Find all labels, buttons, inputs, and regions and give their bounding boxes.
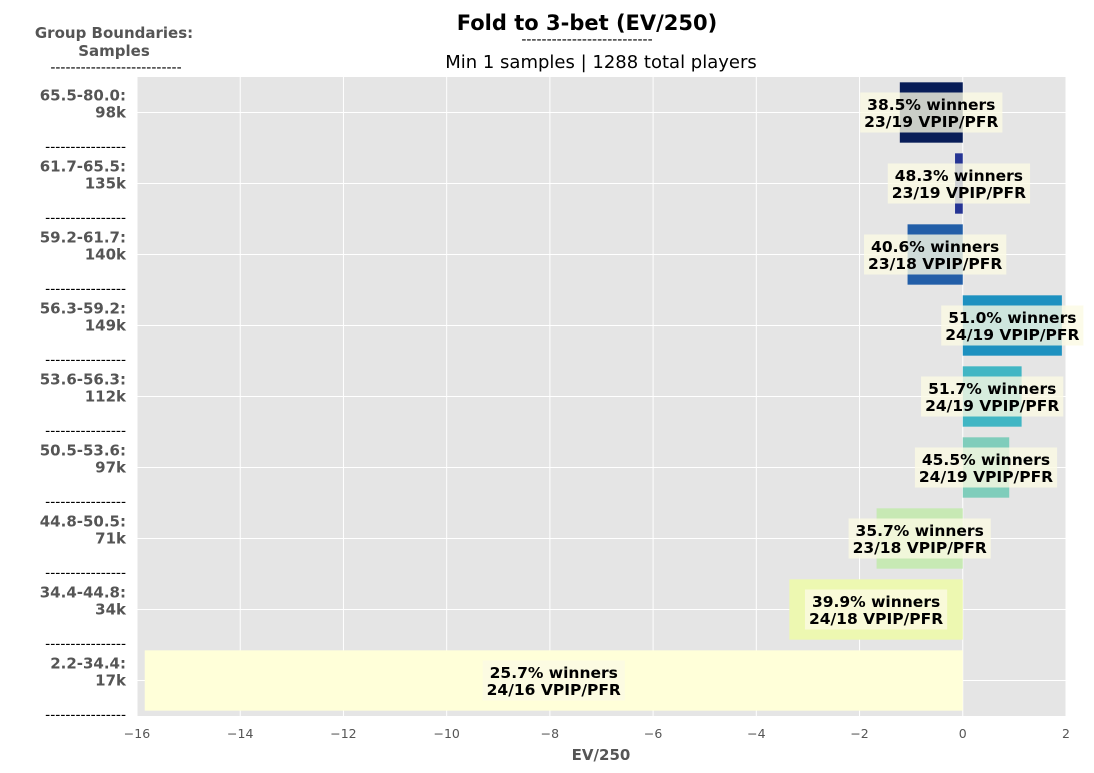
group-boundary-label: 34.4-44.8:	[40, 584, 126, 602]
group-separator: ----------------	[45, 495, 126, 511]
group-samples-label: 98k	[95, 104, 127, 122]
bar-label-winners: 45.5% winners	[922, 451, 1050, 469]
bar-label-winners: 40.6% winners	[871, 238, 999, 256]
bar-label-box	[887, 163, 1031, 204]
x-tick-label: −6	[644, 726, 662, 741]
bar-label-box	[804, 589, 948, 630]
title-underline: --------------------------	[521, 32, 652, 48]
bar-label-box	[864, 234, 1007, 275]
x-axis-label: EV/250	[572, 746, 631, 764]
x-tick-label: −14	[227, 726, 253, 741]
group-separator: ----------------	[45, 566, 126, 582]
bar-label-winners: 51.7% winners	[928, 380, 1056, 398]
bar-label-box	[848, 518, 991, 559]
bar-label-vpip-pfr: 24/19 VPIP/PFR	[919, 468, 1053, 486]
group-samples-label: 34k	[95, 601, 127, 619]
group-boundary-label: 61.7-65.5:	[40, 158, 126, 176]
bar-label-box	[482, 660, 625, 701]
side-header-line-1: Group Boundaries:	[35, 24, 193, 42]
group-boundary-label: 44.8-50.5:	[40, 513, 126, 531]
group-samples-label: 149k	[85, 317, 127, 335]
group-samples-label: 97k	[95, 459, 127, 477]
bar-label-box	[860, 92, 1003, 133]
x-tick-label: −8	[541, 726, 559, 741]
bar-label-box	[941, 305, 1084, 346]
group-separator: ----------------	[45, 424, 126, 440]
side-header-line-2: Samples	[78, 42, 150, 60]
group-samples-label: 17k	[95, 672, 127, 690]
side-header-line-3: --------------------------	[50, 60, 181, 76]
bar-label-vpip-pfr: 23/19 VPIP/PFR	[864, 113, 998, 131]
bar-label-winners: 35.7% winners	[856, 522, 984, 540]
group-separator: ----------------	[45, 708, 126, 724]
bar-label-vpip-pfr: 23/18 VPIP/PFR	[853, 539, 987, 557]
bar-label-box	[921, 376, 1064, 417]
group-separator: ----------------	[45, 140, 126, 156]
x-tick-label: −4	[747, 726, 765, 741]
group-boundary-label: 2.2-34.4:	[50, 655, 126, 673]
group-samples-label: 112k	[85, 388, 127, 406]
x-axis-ticks: −16 −14 −12 −10 −8 −6 −4 −2 0 2	[124, 726, 1070, 741]
group-boundary-label: 65.5-80.0:	[40, 87, 126, 105]
group-separator: ----------------	[45, 353, 126, 369]
chart-subtitle: Min 1 samples | 1288 total players	[445, 52, 757, 73]
x-tick-label: −12	[330, 726, 356, 741]
group-separator: ----------------	[45, 282, 126, 298]
bar-label-vpip-pfr: 24/19 VPIP/PFR	[925, 397, 1059, 415]
group-labels: 65.5-80.0:98k----------------61.7-65.5:1…	[40, 87, 127, 724]
x-tick-label: −2	[850, 726, 868, 741]
bar-label-winners: 25.7% winners	[490, 664, 618, 682]
bar-label-vpip-pfr: 24/16 VPIP/PFR	[487, 681, 621, 699]
bar-label-vpip-pfr: 23/18 VPIP/PFR	[868, 255, 1002, 273]
x-tick-label: 2	[1062, 726, 1070, 741]
bar-label-winners: 48.3% winners	[895, 167, 1023, 185]
bar-label-winners: 38.5% winners	[867, 96, 995, 114]
x-tick-label: 0	[959, 726, 967, 741]
bar-label-winners: 39.9% winners	[812, 593, 940, 611]
group-boundary-label: 50.5-53.6:	[40, 442, 126, 460]
bar-label-winners: 51.0% winners	[948, 309, 1076, 327]
group-samples-label: 135k	[85, 175, 127, 193]
group-boundary-label: 56.3-59.2:	[40, 300, 126, 318]
group-samples-label: 71k	[95, 530, 127, 548]
group-boundary-label: 59.2-61.7:	[40, 229, 126, 247]
bar-label-vpip-pfr: 24/18 VPIP/PFR	[809, 610, 943, 628]
group-separator: ----------------	[45, 211, 126, 227]
bar-label-box	[914, 447, 1058, 488]
group-samples-label: 140k	[85, 246, 127, 264]
x-tick-label: −10	[433, 726, 459, 741]
bar-label-vpip-pfr: 23/19 VPIP/PFR	[892, 184, 1026, 202]
group-separator: ----------------	[45, 637, 126, 653]
x-tick-label: −16	[124, 726, 150, 741]
group-boundary-label: 53.6-56.3:	[40, 371, 126, 389]
bar-label-vpip-pfr: 24/19 VPIP/PFR	[945, 326, 1079, 344]
chart-title: Fold to 3-bet (EV/250)	[457, 11, 718, 35]
